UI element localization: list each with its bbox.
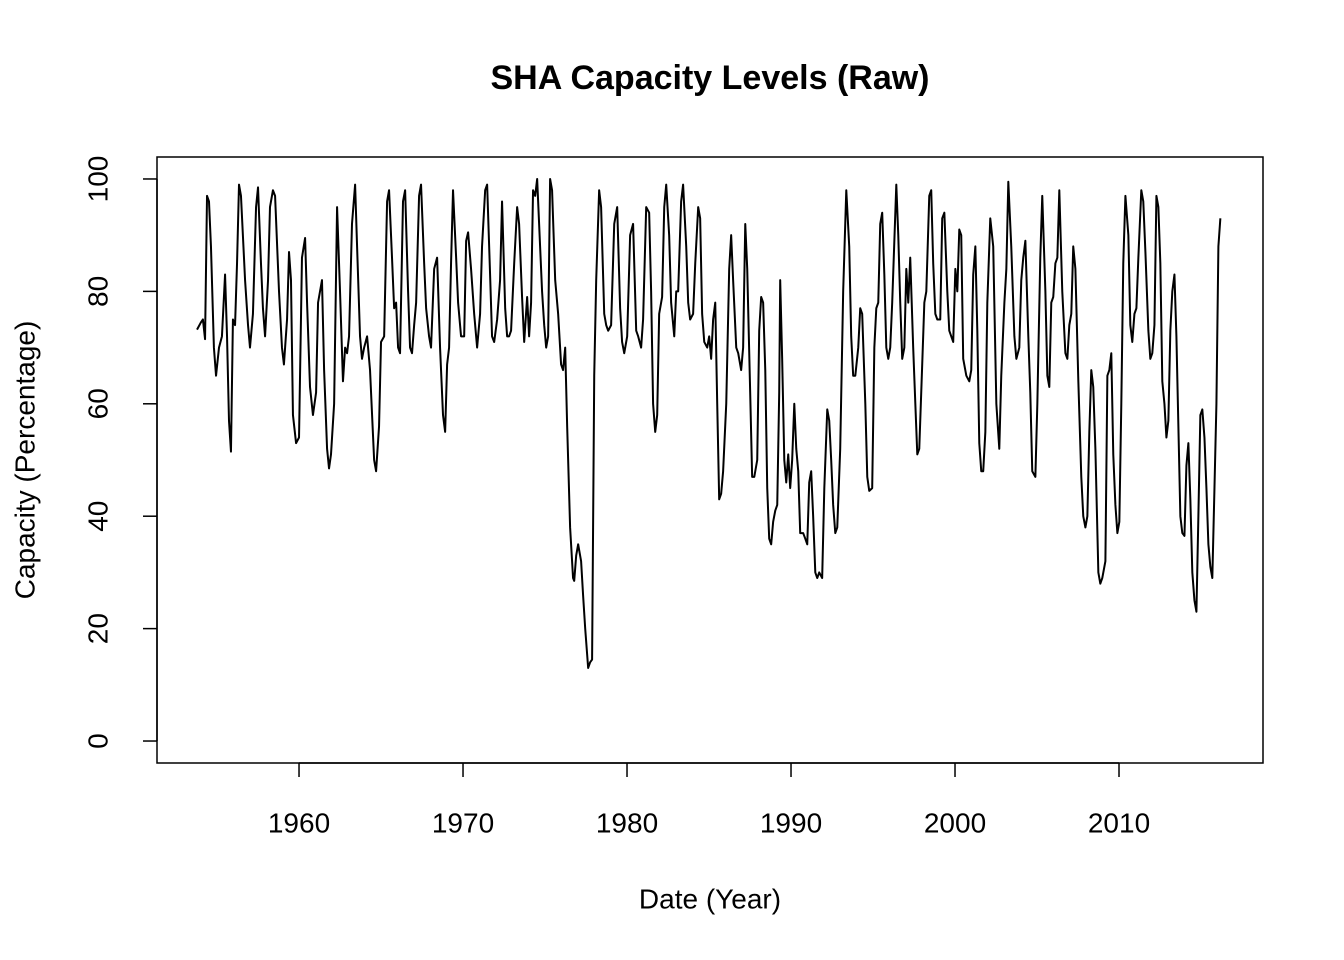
x-tick-label: 1970 [432,807,494,838]
x-axis-label: Date (Year) [639,883,781,914]
data-line [196,177,1222,669]
chart-title: SHA Capacity Levels (Raw) [491,59,930,97]
y-tick-label: 20 [82,613,113,644]
y-tick-label: 60 [82,388,113,419]
x-tick-label: 1980 [596,807,658,838]
x-tick-label: 2010 [1088,807,1150,838]
x-tick-label: 1960 [268,807,330,838]
y-tick-label: 80 [82,276,113,307]
x-tick-label: 2000 [924,807,986,838]
x-tick-label: 1990 [760,807,822,838]
y-tick-label: 100 [82,156,113,203]
y-axis-label: Capacity (Percentage) [9,321,40,600]
y-tick-label: 40 [82,501,113,532]
y-tick-label: 0 [82,733,113,749]
